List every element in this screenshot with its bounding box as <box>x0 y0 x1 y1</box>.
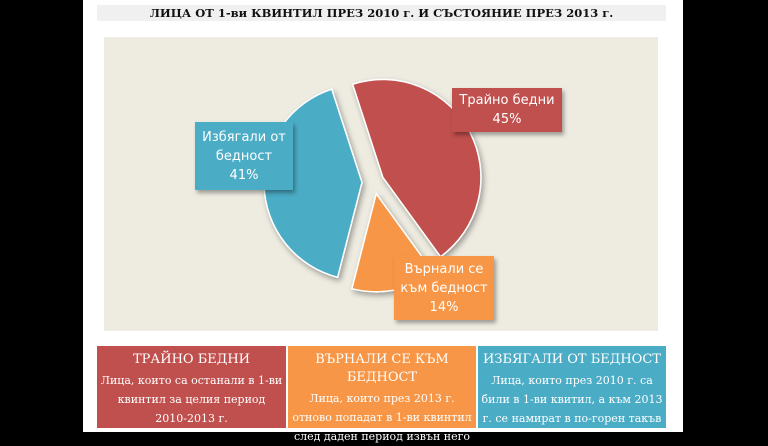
box-line: г. се намират в по-горен такъв <box>482 412 662 425</box>
pie-slice-0 <box>351 78 482 258</box>
label-name: бедност <box>215 148 273 164</box>
label-trayno-bedni: Трайно бедни 45% <box>452 88 562 132</box>
box-line: 2010-2013 г. <box>155 412 228 425</box>
box-line: Лица, които през 2010 г. са <box>491 374 653 387</box>
legend-box-trayno-bedni: ТРАЙНО БЕДНИ Лица, които са останали в 1… <box>97 346 286 428</box>
box-heading: ТРАЙНО БЕДНИ <box>132 352 250 367</box>
box-line: квинтил за целия период <box>117 393 266 406</box>
box-line: Лица, които през 2013 г. <box>309 392 455 405</box>
legend-box-izbyagali: ИЗБЯГАЛИ ОТ БЕДНОСТ Лица, които през 201… <box>478 346 666 428</box>
label-name: към бедност <box>400 280 488 296</box>
label-name: Върнали се <box>404 261 484 277</box>
label-value: 41% <box>229 167 259 183</box>
label-value: 14% <box>429 299 459 315</box>
box-line: след даден период извън него <box>293 430 471 443</box>
label-izbyagali: Избягали от бедност 41% <box>195 122 293 190</box>
page: ЛИЦА ОТ 1-ви КВИНТИЛ ПРЕЗ 2010 г. И СЪСТ… <box>83 0 683 443</box>
chart-title: ЛИЦА ОТ 1-ви КВИНТИЛ ПРЕЗ 2010 г. И СЪСТ… <box>97 5 666 21</box>
box-heading: ИЗБЯГАЛИ ОТ БЕДНОСТ <box>483 352 661 367</box>
label-varnali: Върнали се към бедност 14% <box>394 256 494 320</box>
legend-box-varnali: ВЪРНАЛИ СЕ КЪМ БЕДНОСТ Лица, които през … <box>288 346 476 443</box>
label-name: Трайно бедни <box>459 93 555 108</box>
pie-chart-area: Трайно бедни 45% Върнали се към бедност … <box>104 37 658 331</box>
box-line: били в 1-ви квитил, а към 2013 <box>481 393 663 406</box>
box-heading: ВЪРНАЛИ СЕ КЪМ БЕДНОСТ <box>315 352 449 385</box>
box-line: отново попадат в 1-ви квинтил <box>292 411 472 424</box>
label-name: Избягали от <box>202 129 286 145</box>
label-value: 45% <box>492 112 522 127</box>
box-line: Лица, които са останали в 1-ви <box>100 374 283 387</box>
pie-chart <box>263 78 482 293</box>
